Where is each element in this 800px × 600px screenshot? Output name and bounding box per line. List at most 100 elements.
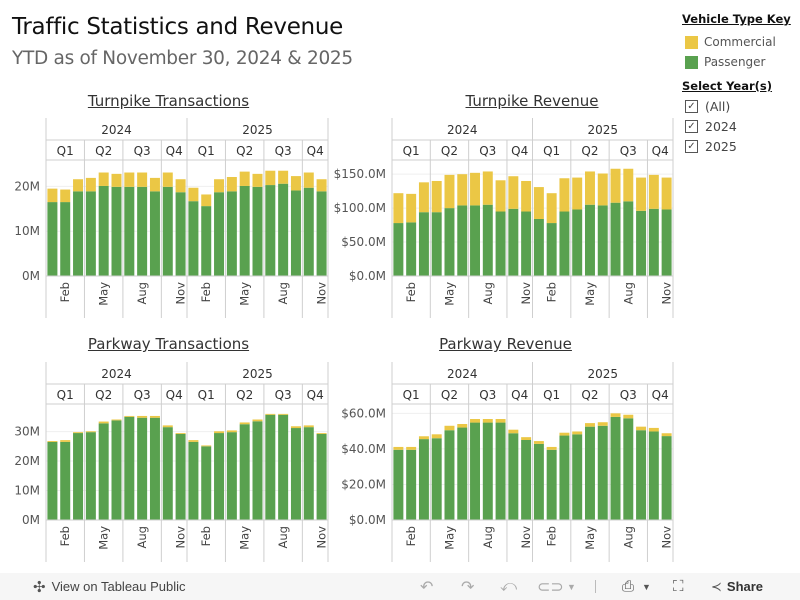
bar-passenger[interactable] [661, 436, 672, 520]
bar-commercial[interactable] [214, 179, 225, 193]
bar-commercial[interactable] [521, 180, 532, 212]
bar-passenger[interactable] [406, 222, 417, 276]
year-option-all[interactable]: ✓ (All) [682, 96, 800, 116]
bar-passenger[interactable] [482, 204, 493, 276]
bar-commercial[interactable] [431, 180, 442, 213]
redo-icon[interactable]: ↷ [461, 578, 475, 596]
bar-passenger[interactable] [149, 191, 160, 276]
bar-commercial[interactable] [457, 174, 468, 206]
bar-passenger[interactable] [636, 430, 647, 520]
legend-item-commercial[interactable]: Commercial [682, 32, 800, 52]
download-icon[interactable]: ⎙ [622, 578, 635, 595]
bar-passenger[interactable] [316, 191, 327, 276]
bar-commercial[interactable] [226, 176, 237, 192]
bar-passenger[interactable] [661, 209, 672, 276]
bar-commercial[interactable] [572, 177, 583, 210]
bar-commercial[interactable] [188, 440, 199, 442]
share-button[interactable]: ≺ Share [711, 579, 763, 595]
bar-passenger[interactable] [610, 202, 621, 276]
bar-passenger[interactable] [495, 211, 506, 276]
bar-passenger[interactable] [418, 439, 429, 520]
bar-commercial[interactable] [636, 177, 647, 211]
bar-passenger[interactable] [188, 441, 199, 520]
bar-commercial[interactable] [303, 425, 314, 428]
bar-commercial[interactable] [278, 413, 289, 415]
parkway-transactions-chart[interactable]: 0M10M20M30M2024Q1FebQ2MayQ3AugQ4Nov2025Q… [0, 362, 330, 562]
bar-commercial[interactable] [290, 426, 301, 429]
bar-commercial[interactable] [278, 170, 289, 184]
bar-commercial[interactable] [418, 436, 429, 440]
bar-passenger[interactable] [226, 191, 237, 276]
bar-commercial[interactable] [623, 168, 634, 202]
bar-commercial[interactable] [124, 415, 135, 417]
bar-passenger[interactable] [623, 418, 634, 520]
bar-passenger[interactable] [457, 205, 468, 276]
bar-commercial[interactable] [60, 189, 71, 203]
bar-passenger[interactable] [85, 191, 96, 276]
bar-passenger[interactable] [73, 191, 84, 276]
bar-passenger[interactable] [278, 414, 289, 520]
bar-passenger[interactable] [47, 441, 58, 520]
bar-passenger[interactable] [303, 187, 314, 276]
bar-passenger[interactable] [239, 424, 250, 520]
bar-commercial[interactable] [623, 414, 634, 419]
bar-passenger[interactable] [457, 427, 468, 520]
bar-passenger[interactable] [584, 426, 595, 520]
bar-passenger[interactable] [597, 205, 608, 276]
bar-passenger[interactable] [418, 212, 429, 276]
bar-passenger[interactable] [149, 417, 160, 520]
bar-commercial[interactable] [98, 421, 109, 424]
bar-commercial[interactable] [73, 432, 84, 434]
bar-commercial[interactable] [597, 422, 608, 426]
bar-passenger[interactable] [482, 422, 493, 520]
bar-passenger[interactable] [572, 209, 583, 276]
bar-passenger[interactable] [559, 435, 570, 520]
bar-passenger[interactable] [98, 423, 109, 520]
bar-passenger[interactable] [252, 421, 263, 520]
bar-passenger[interactable] [214, 192, 225, 276]
bar-passenger[interactable] [431, 438, 442, 520]
bar-commercial[interactable] [636, 426, 647, 431]
bar-passenger[interactable] [533, 443, 544, 520]
bar-passenger[interactable] [495, 422, 506, 520]
bar-commercial[interactable] [47, 441, 58, 442]
bar-commercial[interactable] [316, 433, 327, 434]
bar-commercial[interactable] [444, 174, 455, 209]
bar-passenger[interactable] [201, 206, 212, 276]
bar-passenger[interactable] [303, 427, 314, 520]
bar-commercial[interactable] [521, 437, 532, 440]
bar-commercial[interactable] [546, 446, 557, 450]
bar-passenger[interactable] [393, 223, 404, 276]
bar-passenger[interactable] [290, 190, 301, 276]
bar-passenger[interactable] [521, 211, 532, 276]
bar-passenger[interactable] [111, 420, 122, 520]
bar-passenger[interactable] [265, 414, 276, 520]
bar-passenger[interactable] [508, 208, 519, 276]
bar-passenger[interactable] [636, 210, 647, 276]
bar-commercial[interactable] [60, 440, 71, 442]
bar-commercial[interactable] [508, 176, 519, 209]
bar-commercial[interactable] [406, 193, 417, 223]
bar-commercial[interactable] [444, 425, 455, 431]
bar-passenger[interactable] [559, 211, 570, 276]
bar-commercial[interactable] [149, 415, 160, 418]
year-option-2025[interactable]: ✓ 2025 [682, 136, 800, 156]
bar-passenger[interactable] [406, 449, 417, 520]
bar-commercial[interactable] [418, 182, 429, 213]
bar-passenger[interactable] [470, 422, 481, 520]
bar-passenger[interactable] [162, 186, 173, 276]
bar-commercial[interactable] [265, 170, 276, 186]
bar-passenger[interactable] [188, 201, 199, 276]
bar-commercial[interactable] [393, 193, 404, 224]
bar-commercial[interactable] [431, 434, 442, 439]
bar-passenger[interactable] [162, 427, 173, 520]
bar-passenger[interactable] [470, 205, 481, 276]
bar-passenger[interactable] [533, 218, 544, 276]
checkbox-checked-icon[interactable]: ✓ [685, 139, 698, 153]
bar-commercial[interactable] [137, 172, 148, 187]
bar-commercial[interactable] [201, 194, 212, 207]
bar-commercial[interactable] [85, 177, 96, 192]
bar-commercial[interactable] [393, 446, 404, 450]
bar-commercial[interactable] [265, 413, 276, 415]
bar-commercial[interactable] [111, 173, 122, 187]
